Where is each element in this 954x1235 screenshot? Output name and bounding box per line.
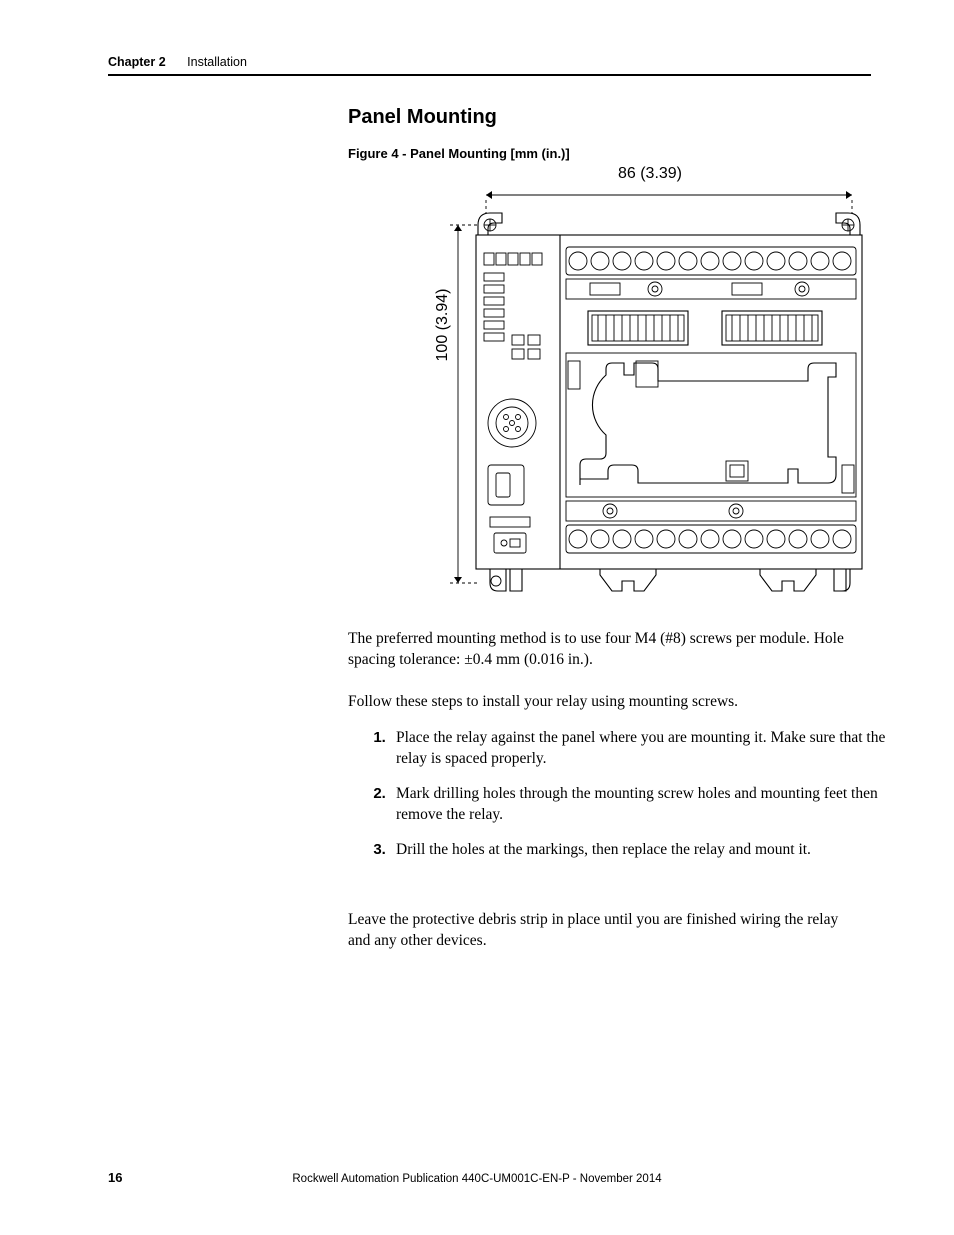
- chapter-label: Chapter 2: [108, 55, 166, 69]
- running-header: Chapter 2 Installation: [108, 55, 846, 69]
- page: Chapter 2 Installation Panel Mounting Fi…: [0, 0, 954, 1235]
- chapter-title: Installation: [187, 55, 247, 69]
- header-rule: [108, 74, 871, 76]
- step-3: Drill the holes at the markings, then re…: [390, 840, 890, 861]
- panel-mounting-diagram: 86 (3.39) 100 (3.94): [440, 165, 870, 595]
- publication-footer: Rockwell Automation Publication 440C-UM0…: [0, 1173, 954, 1185]
- dimension-width-label: 86 (3.39): [600, 165, 700, 183]
- diagram-svg: [440, 165, 870, 595]
- installation-steps-list: Place the relay against the panel where …: [348, 728, 890, 875]
- section-title: Panel Mounting: [348, 106, 497, 129]
- paragraph-debris-strip: Leave the protective debris strip in pla…: [348, 910, 858, 952]
- step-1: Place the relay against the panel where …: [390, 728, 890, 770]
- figure-caption: Figure 4 - Panel Mounting [mm (in.)]: [348, 146, 570, 161]
- step-2: Mark drilling holes through the mounting…: [390, 784, 890, 826]
- dimension-height-label: 100 (3.94): [434, 265, 452, 385]
- paragraph-follow-steps: Follow these steps to install your relay…: [348, 692, 858, 713]
- paragraph-preferred-method: The preferred mounting method is to use …: [348, 629, 858, 671]
